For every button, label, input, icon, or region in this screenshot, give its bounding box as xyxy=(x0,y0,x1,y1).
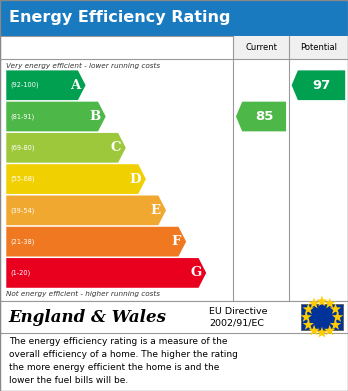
Polygon shape xyxy=(301,311,312,322)
Polygon shape xyxy=(308,298,320,308)
Bar xyxy=(301,304,343,330)
Polygon shape xyxy=(6,102,106,131)
Bar xyxy=(233,36,348,59)
Text: G: G xyxy=(190,266,201,280)
Polygon shape xyxy=(330,303,341,314)
Polygon shape xyxy=(308,325,320,335)
Polygon shape xyxy=(6,196,166,225)
Bar xyxy=(0,36,348,301)
Text: (92-100): (92-100) xyxy=(10,82,39,88)
Text: Not energy efficient - higher running costs: Not energy efficient - higher running co… xyxy=(6,291,160,298)
Text: (1-20): (1-20) xyxy=(10,270,31,276)
Text: (81-91): (81-91) xyxy=(10,113,35,120)
Polygon shape xyxy=(6,133,126,163)
Text: (21-38): (21-38) xyxy=(10,239,35,245)
Text: B: B xyxy=(90,110,101,123)
Text: England & Wales: England & Wales xyxy=(9,308,167,326)
Polygon shape xyxy=(324,325,335,335)
Text: 97: 97 xyxy=(313,79,331,92)
Polygon shape xyxy=(324,298,335,308)
Polygon shape xyxy=(316,296,327,306)
Polygon shape xyxy=(6,70,86,100)
Text: F: F xyxy=(171,235,180,248)
Polygon shape xyxy=(332,311,343,322)
Text: (55-68): (55-68) xyxy=(10,176,35,182)
Polygon shape xyxy=(303,319,314,330)
Text: (39-54): (39-54) xyxy=(10,207,35,213)
Polygon shape xyxy=(330,319,341,330)
Polygon shape xyxy=(303,303,314,314)
Polygon shape xyxy=(292,70,345,100)
Bar xyxy=(0,301,348,333)
Text: C: C xyxy=(110,141,121,154)
Polygon shape xyxy=(6,258,206,288)
Text: E: E xyxy=(151,204,160,217)
Text: 85: 85 xyxy=(255,110,273,123)
Text: (69-80): (69-80) xyxy=(10,145,35,151)
Text: Current: Current xyxy=(245,43,277,52)
Bar xyxy=(0,0,348,36)
Text: The energy efficiency rating is a measure of the
overall efficiency of a home. T: The energy efficiency rating is a measur… xyxy=(9,337,238,385)
Text: Energy Efficiency Rating: Energy Efficiency Rating xyxy=(9,11,230,25)
Polygon shape xyxy=(316,327,327,337)
Polygon shape xyxy=(236,102,286,131)
Polygon shape xyxy=(6,227,186,256)
Text: EU Directive
2002/91/EC: EU Directive 2002/91/EC xyxy=(209,307,267,328)
Polygon shape xyxy=(6,164,146,194)
Text: Potential: Potential xyxy=(300,43,337,52)
Text: A: A xyxy=(70,79,80,92)
Text: Very energy efficient - lower running costs: Very energy efficient - lower running co… xyxy=(6,63,160,70)
Text: D: D xyxy=(130,172,141,186)
